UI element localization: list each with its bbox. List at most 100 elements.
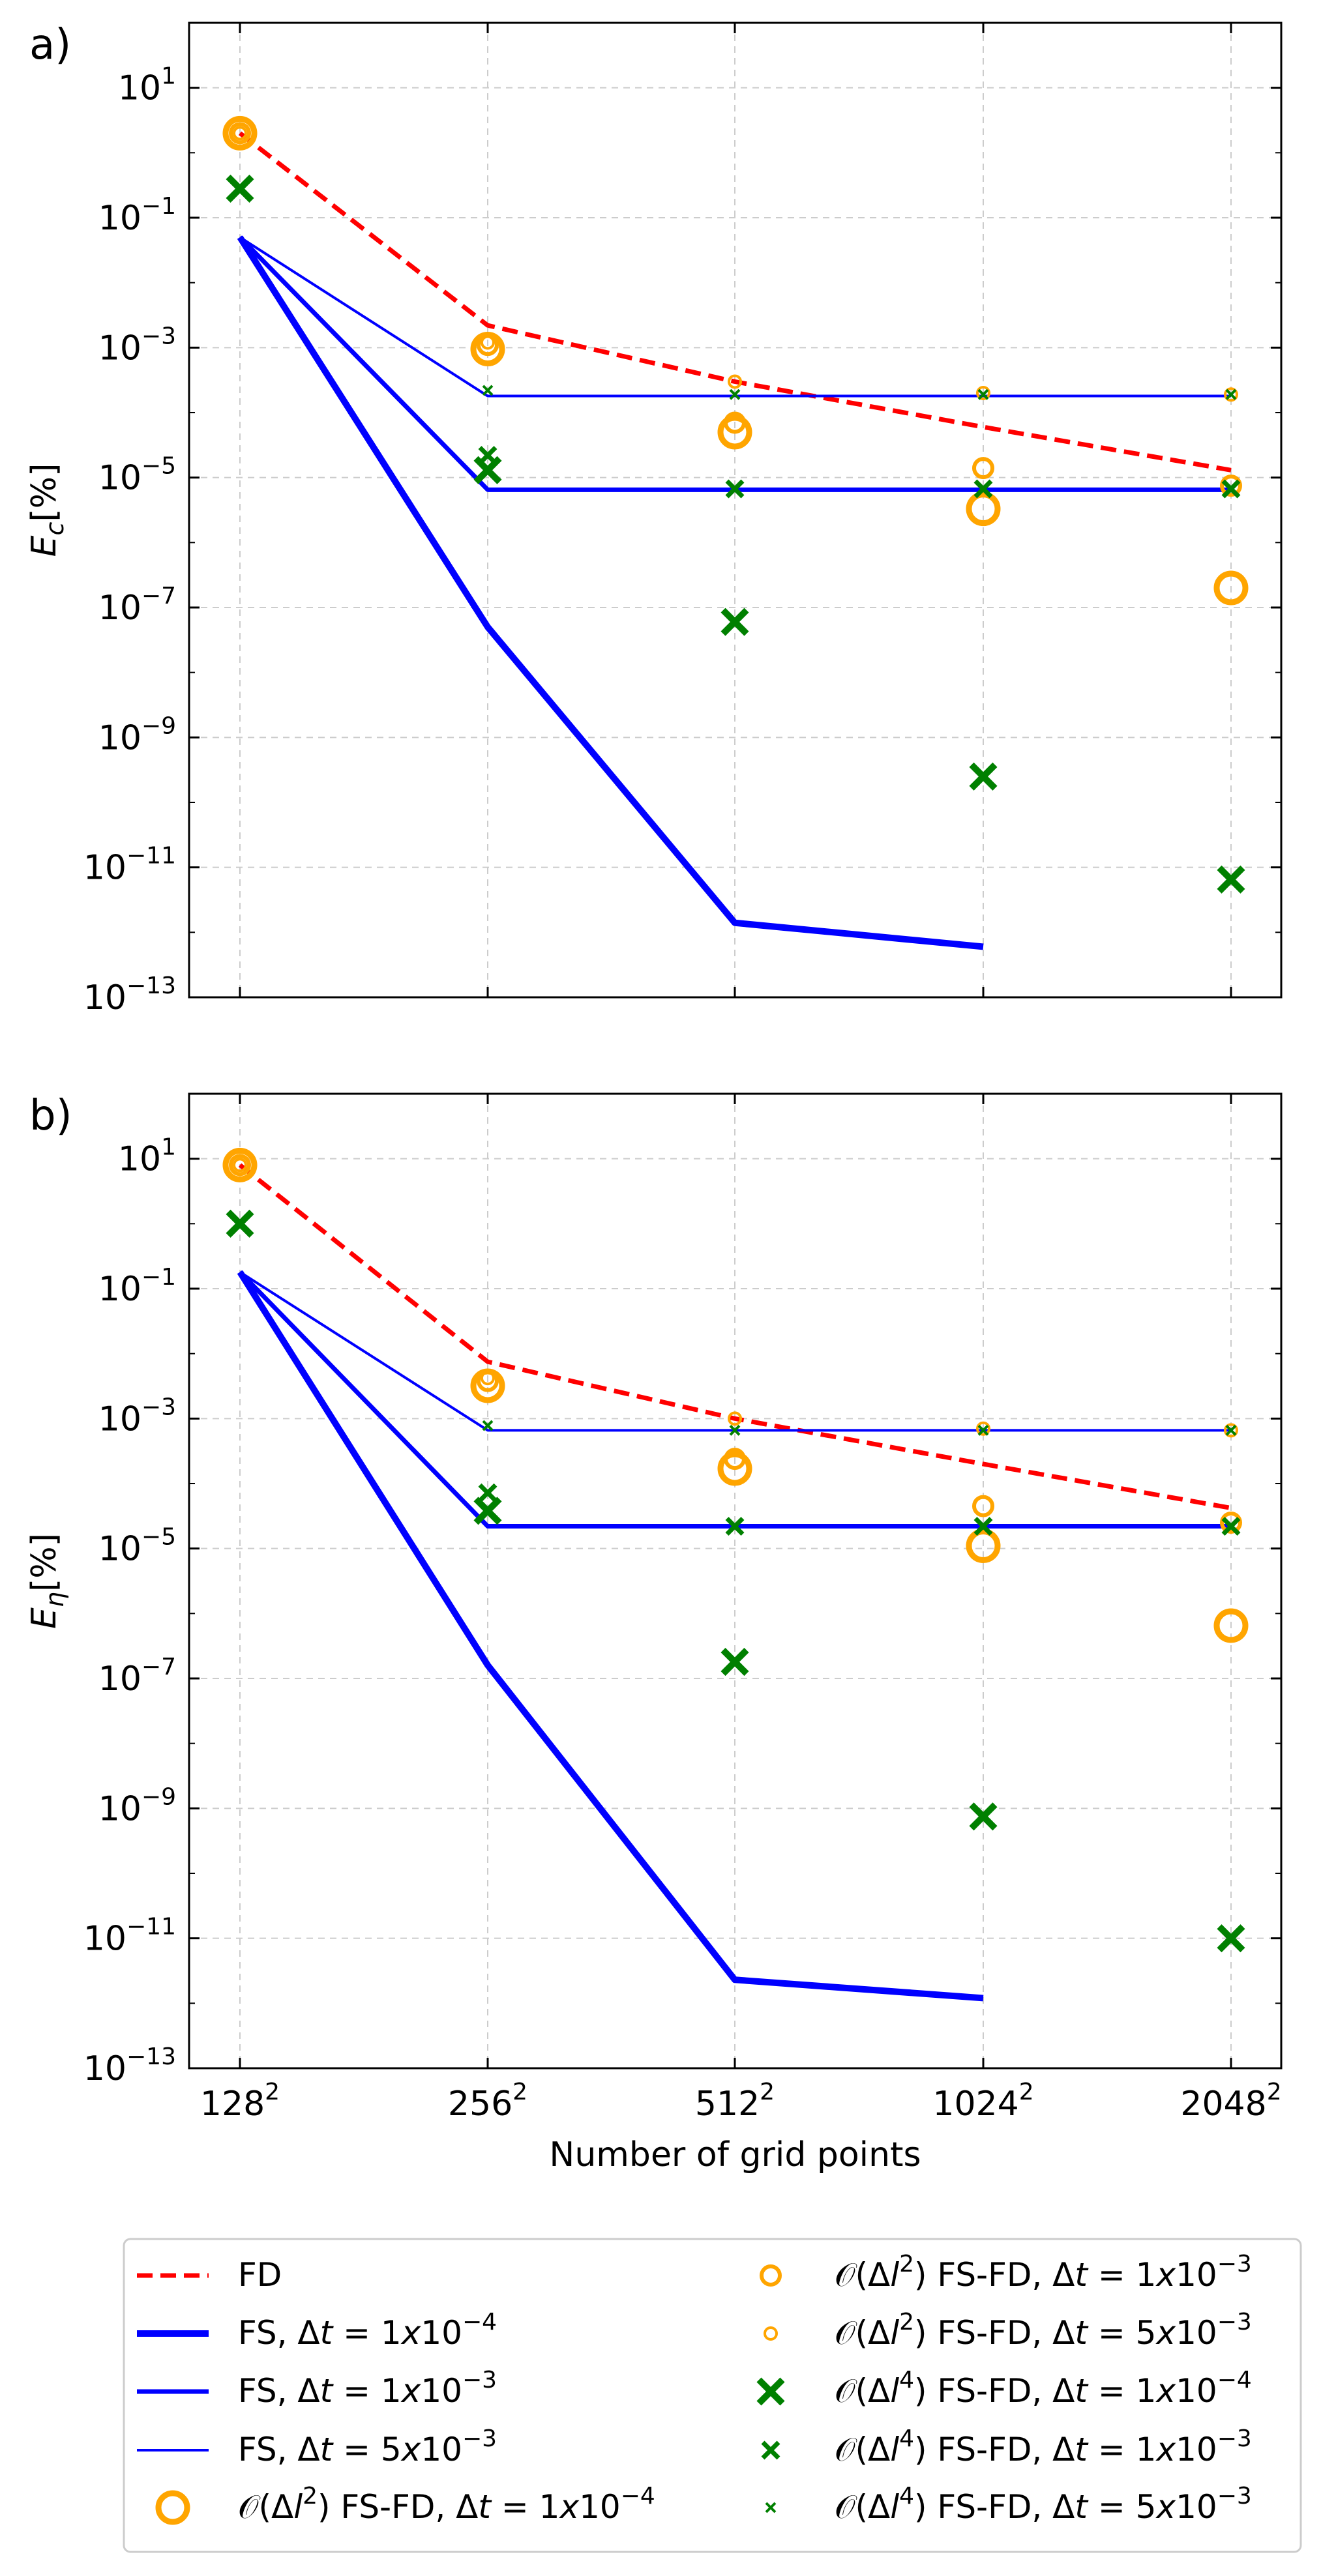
legend-label: FD [238, 2256, 282, 2294]
series-line-fs1 [237, 235, 984, 950]
legend-entry-o4a: 𝒪(Δl4) FS-FD, Δt = 1x10−4 [756, 2367, 1252, 2410]
marker-o4b [478, 446, 497, 465]
marker-o4b [725, 1517, 745, 1536]
y-tick-label: 10−9 [98, 712, 176, 757]
marker-o2a [1213, 570, 1249, 606]
panel-label: b) [29, 1092, 72, 1140]
legend-frame [123, 2238, 1302, 2553]
y-tick-label: 10−1 [98, 193, 176, 238]
x-tick-label: 10242 [932, 2079, 1033, 2124]
marker-o4a [720, 1648, 749, 1676]
series-line-fd [238, 131, 1232, 473]
grid [189, 1094, 1281, 2068]
marker-o4a [969, 762, 998, 791]
legend-entry-o4c: 𝒪(Δl4) FS-FD, Δt = 5x10−3 [765, 2483, 1252, 2526]
legend-handle-marker [760, 2264, 782, 2287]
legend-label: 𝒪(Δl4) FS-FD, Δt = 1x10−4 [835, 2367, 1252, 2410]
marker-o2a [966, 1529, 1001, 1564]
marker-o4c [977, 388, 989, 400]
legend-handle-marker [155, 2490, 190, 2525]
x-tick-label: 5122 [695, 2079, 775, 2124]
marker-o4c [977, 1424, 989, 1436]
marker-o2b [972, 1495, 994, 1517]
marker-o2c [728, 374, 742, 389]
legend-label: 𝒪(Δl2) FS-FD, Δt = 1x10−3 [835, 2251, 1252, 2294]
marker-o2c [233, 126, 247, 141]
legend-handle-marker [765, 2502, 777, 2513]
legend-entry-o4b: 𝒪(Δl4) FS-FD, Δt = 1x10−3 [761, 2425, 1252, 2468]
legend-entry-fs3: FS, Δt = 5x10−3 [137, 2425, 497, 2468]
marker-o2b [229, 122, 251, 145]
x-tick-label: 20482 [1180, 2079, 1281, 2124]
legend: FD FS, Δt = 1x10−4 FS, Δt = 1x10−3 FS, Δt =… [123, 2238, 1302, 2553]
marker-o2b [1220, 475, 1242, 497]
y-tick-label: 10−7 [98, 583, 176, 628]
marker-o2a [966, 491, 1001, 527]
y-tick-label: 10−9 [98, 1783, 176, 1828]
marker-o4b [973, 1517, 993, 1536]
y-axis-label: Eη[%] [25, 1533, 69, 1629]
marker-o2c [728, 1411, 742, 1426]
y-tick-label: 10−11 [83, 843, 176, 888]
y-axis-label: Ec[%] [25, 463, 69, 557]
series-line-fd [238, 1163, 1232, 1510]
y-tick-label: 10−5 [98, 453, 176, 498]
y-tick-label: 10−3 [98, 323, 176, 368]
legend-entry-o2b: 𝒪(Δl2) FS-FD, Δt = 1x10−3 [760, 2251, 1252, 2294]
legend-label: FS, Δt = 1x10−4 [238, 2309, 497, 2352]
marker-o2b [724, 1448, 746, 1471]
marker-o4b [230, 179, 250, 198]
legend-entry-o2c: 𝒪(Δl2) FS-FD, Δt = 5x10−3 [764, 2309, 1252, 2352]
marker-o4b [973, 479, 993, 499]
y-tick-label: 101 [118, 63, 176, 108]
legend-label: 𝒪(Δl4) FS-FD, Δt = 1x10−3 [835, 2425, 1252, 2468]
marker-o4c [729, 1424, 741, 1436]
y-tick-label: 10−7 [98, 1654, 176, 1699]
marker-o2b [724, 411, 746, 434]
marker-o4a [720, 607, 749, 636]
marker-o2c [976, 1421, 990, 1436]
x-tick-label: 1282 [200, 2079, 280, 2124]
marker-o2b [972, 457, 994, 480]
marker-o4b [230, 1214, 250, 1233]
legend-label: FS, Δt = 5x10−3 [238, 2425, 497, 2468]
panel-label: a) [29, 21, 71, 69]
marker-o2a [717, 415, 752, 450]
legend-handle-marker [756, 2377, 785, 2406]
y-tick-label: 10−3 [98, 1394, 176, 1439]
legend-label: 𝒪(Δl4) FS-FD, Δt = 5x10−3 [835, 2483, 1252, 2526]
marker-o2c [1224, 1423, 1238, 1438]
y-tick-label: 10−13 [83, 973, 176, 1017]
marker-o4b [478, 1483, 497, 1502]
marker-o2c [481, 335, 495, 350]
panel-b: 101 10−1 10−3 10−5 10−7 10−9 10−11 10−13 1282 256… [25, 1092, 1283, 2174]
legend-handle-marker [761, 2440, 780, 2460]
marker-o2a [222, 1147, 258, 1182]
marker-o2c [976, 385, 990, 400]
y-tick-label: 10−1 [98, 1264, 176, 1309]
marker-o2b [229, 1154, 251, 1177]
marker-o4c [1225, 388, 1237, 400]
y-tick-label: 10−5 [98, 1524, 176, 1569]
marker-o4b [1221, 1517, 1241, 1536]
x-axis-label: Number of grid points [549, 2135, 921, 2174]
legend-handle-marker [764, 2326, 778, 2341]
marker-o2b [1220, 1512, 1242, 1534]
marker-o2c [481, 1371, 495, 1386]
legend-entry-fs1: FS, Δt = 1x10−4 [137, 2309, 497, 2352]
grid [189, 23, 1281, 997]
marker-o2c [233, 1158, 247, 1173]
marker-o4c [729, 388, 741, 400]
y-tick-label: 10−11 [83, 1914, 176, 1959]
marker-o2a [717, 1451, 752, 1486]
marker-o4b [725, 479, 745, 499]
marker-o4a [1217, 1924, 1245, 1953]
x-tick-label: 2562 [448, 2079, 527, 2124]
marker-o2a [1213, 1608, 1249, 1643]
marker-o4a [473, 1497, 502, 1525]
legend-label: 𝒪(Δl2) FS-FD, Δt = 5x10−3 [835, 2309, 1252, 2352]
marker-o4c [1225, 1424, 1237, 1436]
legend-label: FS, Δt = 1x10−3 [238, 2367, 497, 2410]
marker-o4a [969, 1802, 998, 1831]
